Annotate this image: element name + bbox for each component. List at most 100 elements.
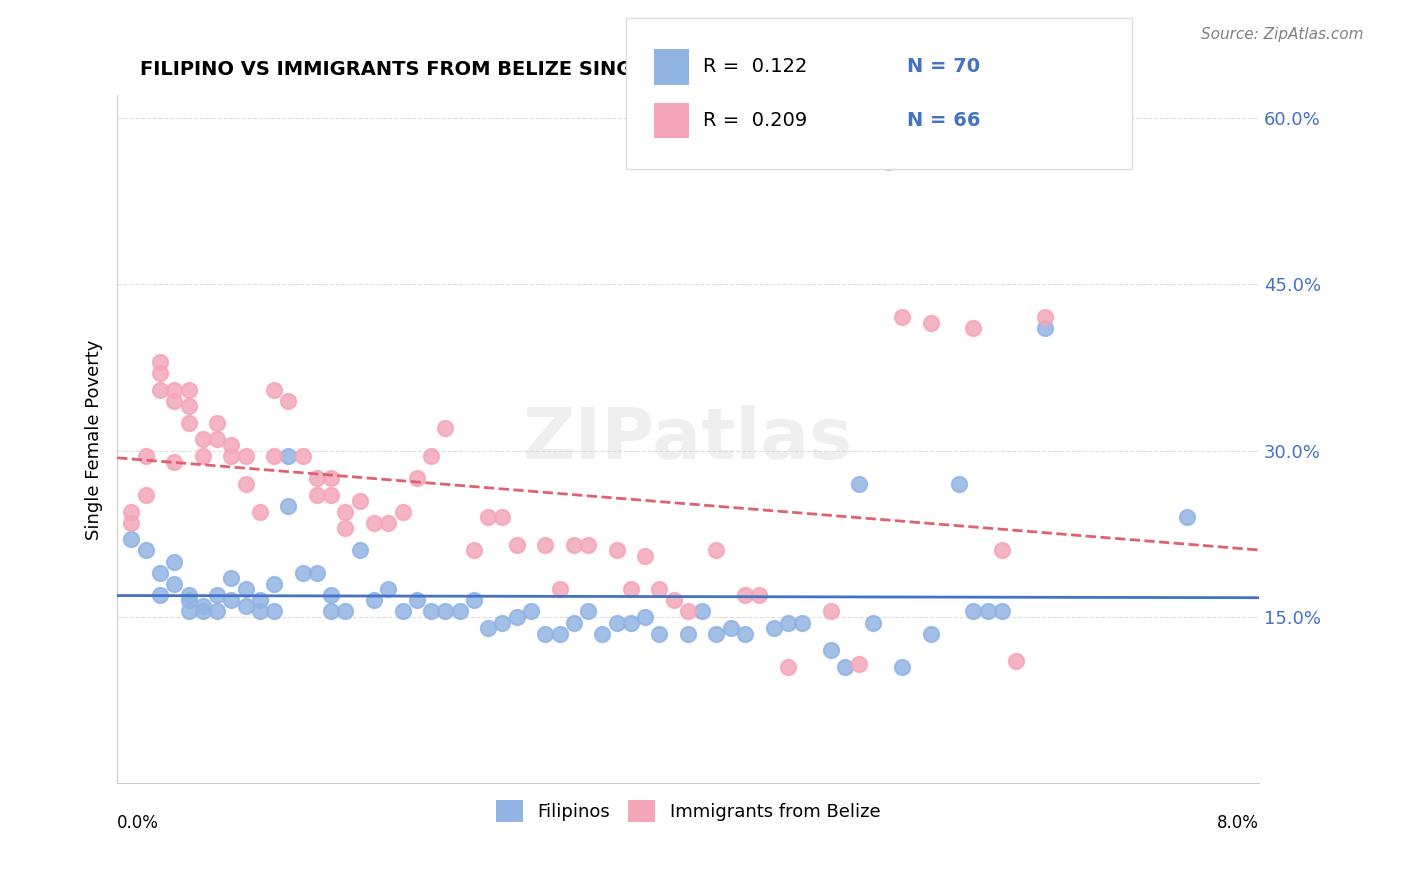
- Text: N = 66: N = 66: [907, 111, 980, 130]
- Point: [576, 538, 599, 552]
- Point: [534, 538, 557, 552]
- Point: [205, 588, 228, 602]
- Point: [734, 588, 756, 602]
- Point: [163, 555, 186, 569]
- Point: [506, 538, 529, 552]
- Point: [177, 416, 200, 430]
- Point: [291, 566, 314, 580]
- Point: [548, 626, 571, 640]
- Point: [662, 593, 685, 607]
- Point: [762, 621, 785, 635]
- Point: [477, 510, 499, 524]
- Point: [434, 605, 457, 619]
- Point: [848, 476, 870, 491]
- Point: [363, 593, 385, 607]
- Point: [506, 610, 529, 624]
- Point: [120, 516, 142, 530]
- Point: [321, 471, 343, 485]
- Point: [163, 576, 186, 591]
- Point: [191, 449, 214, 463]
- Point: [191, 605, 214, 619]
- Point: [235, 582, 257, 597]
- Point: [377, 582, 399, 597]
- Point: [891, 660, 914, 674]
- Point: [976, 605, 998, 619]
- Point: [263, 576, 285, 591]
- Point: [1005, 654, 1028, 668]
- Point: [305, 471, 328, 485]
- Point: [277, 449, 299, 463]
- Point: [706, 543, 728, 558]
- Point: [477, 621, 499, 635]
- Point: [405, 593, 427, 607]
- Point: [634, 549, 657, 563]
- Point: [235, 476, 257, 491]
- Point: [1033, 310, 1056, 325]
- Point: [335, 505, 357, 519]
- Point: [305, 566, 328, 580]
- Point: [221, 593, 243, 607]
- Point: [848, 657, 870, 671]
- Point: [720, 621, 742, 635]
- Point: [163, 455, 186, 469]
- Point: [634, 610, 657, 624]
- Point: [991, 543, 1014, 558]
- Point: [449, 605, 471, 619]
- Point: [1033, 321, 1056, 335]
- Point: [648, 582, 671, 597]
- Point: [191, 433, 214, 447]
- Point: [591, 626, 613, 640]
- Point: [920, 316, 942, 330]
- Point: [177, 383, 200, 397]
- Point: [391, 505, 413, 519]
- Point: [349, 493, 371, 508]
- Point: [205, 433, 228, 447]
- Point: [991, 605, 1014, 619]
- Point: [177, 399, 200, 413]
- Point: [434, 421, 457, 435]
- Point: [177, 605, 200, 619]
- Text: N = 70: N = 70: [907, 57, 980, 77]
- Point: [377, 516, 399, 530]
- Point: [405, 471, 427, 485]
- Point: [249, 593, 271, 607]
- Point: [463, 543, 485, 558]
- Point: [177, 593, 200, 607]
- Point: [576, 605, 599, 619]
- Point: [205, 605, 228, 619]
- Point: [734, 626, 756, 640]
- Point: [191, 599, 214, 613]
- Point: [291, 449, 314, 463]
- Point: [548, 582, 571, 597]
- Point: [706, 626, 728, 640]
- Point: [163, 393, 186, 408]
- Point: [149, 366, 172, 380]
- Point: [776, 660, 799, 674]
- Point: [920, 626, 942, 640]
- Point: [1177, 510, 1199, 524]
- Point: [321, 588, 343, 602]
- Point: [163, 383, 186, 397]
- Point: [205, 416, 228, 430]
- Point: [606, 543, 628, 558]
- Point: [648, 626, 671, 640]
- Point: [149, 355, 172, 369]
- Point: [820, 643, 842, 657]
- Point: [135, 543, 157, 558]
- Point: [149, 383, 172, 397]
- Point: [534, 626, 557, 640]
- Point: [862, 615, 884, 630]
- Point: [263, 383, 285, 397]
- Point: [249, 605, 271, 619]
- Point: [463, 593, 485, 607]
- Point: [135, 488, 157, 502]
- Point: [491, 615, 513, 630]
- Point: [305, 488, 328, 502]
- Point: [948, 476, 970, 491]
- Point: [277, 393, 299, 408]
- Point: [676, 605, 699, 619]
- Point: [420, 605, 443, 619]
- Point: [520, 605, 543, 619]
- Point: [820, 605, 842, 619]
- Point: [135, 449, 157, 463]
